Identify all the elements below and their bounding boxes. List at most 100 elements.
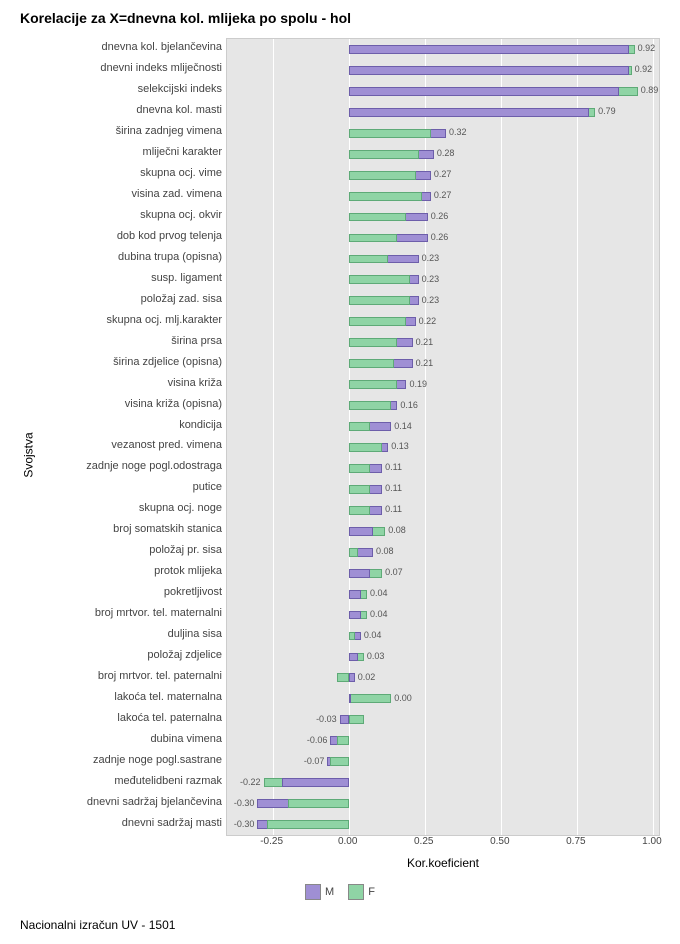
y-category-labels: dnevna kol. bjelančevina dnevni indeks ml…: [38, 38, 226, 872]
bar-f: [349, 694, 392, 703]
value-label: 0.92: [638, 43, 656, 53]
plot-column: 0.920.920.890.790.320.280.270.270.260.26…: [226, 38, 660, 872]
value-label: 0.21: [416, 337, 434, 347]
bar-f: [349, 255, 389, 264]
bar-m: [349, 611, 361, 620]
category-label: visina križa (opisna): [125, 398, 222, 410]
value-label: 0.11: [385, 462, 402, 472]
category-label: dnevna kol. bjelančevina: [102, 41, 222, 53]
x-tick-label: 0.75: [566, 836, 585, 847]
value-label: 0.89: [641, 85, 659, 95]
category-label: dnevni sadržaj bjelančevina: [87, 796, 222, 808]
bar-m: [349, 694, 351, 703]
bar-f: [349, 401, 392, 410]
bar-f: [349, 275, 410, 284]
category-label: pokretljivost: [164, 586, 222, 598]
category-label: putice: [193, 481, 222, 493]
bar-f: [267, 820, 349, 829]
bar-f: [349, 715, 364, 724]
value-label: 0.27: [434, 169, 452, 179]
bar-f: [349, 317, 407, 326]
value-label: 0.03: [367, 651, 385, 661]
value-label: -0.06: [307, 735, 328, 745]
y-axis-label-wrap: Svojstva: [20, 38, 38, 872]
bar-f: [349, 443, 382, 452]
category-label: broj mrtvor. tel. paternalni: [98, 670, 222, 682]
value-label: 0.11: [385, 504, 402, 514]
bar-m: [349, 108, 589, 117]
category-label: kondicija: [179, 419, 222, 431]
gridline: [577, 39, 578, 835]
bar-m: [349, 569, 370, 578]
bar-m: [340, 715, 349, 724]
value-label: -0.30: [234, 819, 255, 829]
legend-swatch-m: [305, 884, 321, 900]
category-label: dob kod prvog telenja: [117, 230, 222, 242]
value-label: 0.00: [394, 693, 412, 703]
legend-swatch-f: [348, 884, 364, 900]
category-label: položaj zdjelice: [147, 649, 222, 661]
gridline: [653, 39, 654, 835]
value-label: 0.28: [437, 148, 455, 158]
category-label: protok mlijeka: [154, 565, 222, 577]
bar-f: [330, 757, 348, 766]
value-label: -0.07: [304, 756, 325, 766]
bar-m: [282, 778, 349, 787]
value-label: 0.23: [422, 253, 440, 263]
category-label: skupna ocj. vime: [140, 167, 222, 179]
legend: M F: [0, 884, 680, 900]
bar-f: [349, 338, 398, 347]
category-label: duljina sisa: [168, 628, 222, 640]
bar-f: [349, 192, 422, 201]
value-label: 0.14: [394, 421, 412, 431]
legend-label-m: M: [325, 886, 334, 898]
category-label: međutelidbeni razmak: [114, 775, 222, 787]
value-label: 0.02: [358, 672, 376, 682]
value-label: 0.08: [376, 546, 394, 556]
bar-f: [337, 673, 349, 682]
legend-item-m: M: [305, 884, 334, 900]
value-label: 0.27: [434, 190, 452, 200]
bar-f: [349, 464, 370, 473]
category-label: zadnje noge pogl.sastrane: [93, 754, 222, 766]
bar-f: [288, 799, 349, 808]
category-label: vezanost pred. vimena: [111, 439, 222, 451]
category-label: položaj pr. sisa: [149, 544, 222, 556]
category-label: dubina trupa (opisna): [118, 251, 222, 263]
value-label: 0.11: [385, 483, 402, 493]
category-label: lakoća tel. paternalna: [117, 712, 222, 724]
value-label: 0.13: [391, 441, 409, 451]
category-label: dnevna kol. masti: [136, 104, 222, 116]
y-axis-label: Svojstva: [22, 432, 36, 477]
value-label: -0.30: [234, 798, 255, 808]
category-label: širina zadnjeg vimena: [116, 125, 222, 137]
bar-f: [349, 485, 370, 494]
bar-m: [349, 66, 629, 75]
value-label: 0.26: [431, 232, 449, 242]
bar-f: [349, 422, 370, 431]
category-label: skupna ocj. okvir: [140, 209, 222, 221]
value-label: 0.32: [449, 127, 467, 137]
category-label: skupna ocj. mlj.karakter: [106, 314, 222, 326]
x-axis-ticks: -0.250.000.250.500.751.00: [226, 836, 660, 854]
bar-m: [349, 87, 620, 96]
x-tick-label: -0.25: [260, 836, 283, 847]
value-label: 0.07: [385, 567, 403, 577]
value-label: 0.08: [388, 525, 406, 535]
value-label: -0.03: [316, 714, 337, 724]
gridline: [501, 39, 502, 835]
chart-panel: 0.920.920.890.790.320.280.270.270.260.26…: [226, 38, 660, 836]
category-label: širina prsa: [171, 335, 222, 347]
category-label: položaj zad. sisa: [141, 293, 222, 305]
bar-f: [349, 296, 410, 305]
bar-m: [349, 673, 355, 682]
legend-label-f: F: [368, 886, 375, 898]
legend-item-f: F: [348, 884, 375, 900]
value-label: 0.04: [370, 588, 388, 598]
x-tick-label: 0.00: [338, 836, 357, 847]
value-label: -0.22: [240, 777, 261, 787]
category-label: broj somatskih stanica: [113, 523, 222, 535]
category-label: dnevni indeks mliječnosti: [100, 62, 222, 74]
category-label: širina zdjelice (opisna): [113, 356, 222, 368]
bar-f: [349, 359, 395, 368]
